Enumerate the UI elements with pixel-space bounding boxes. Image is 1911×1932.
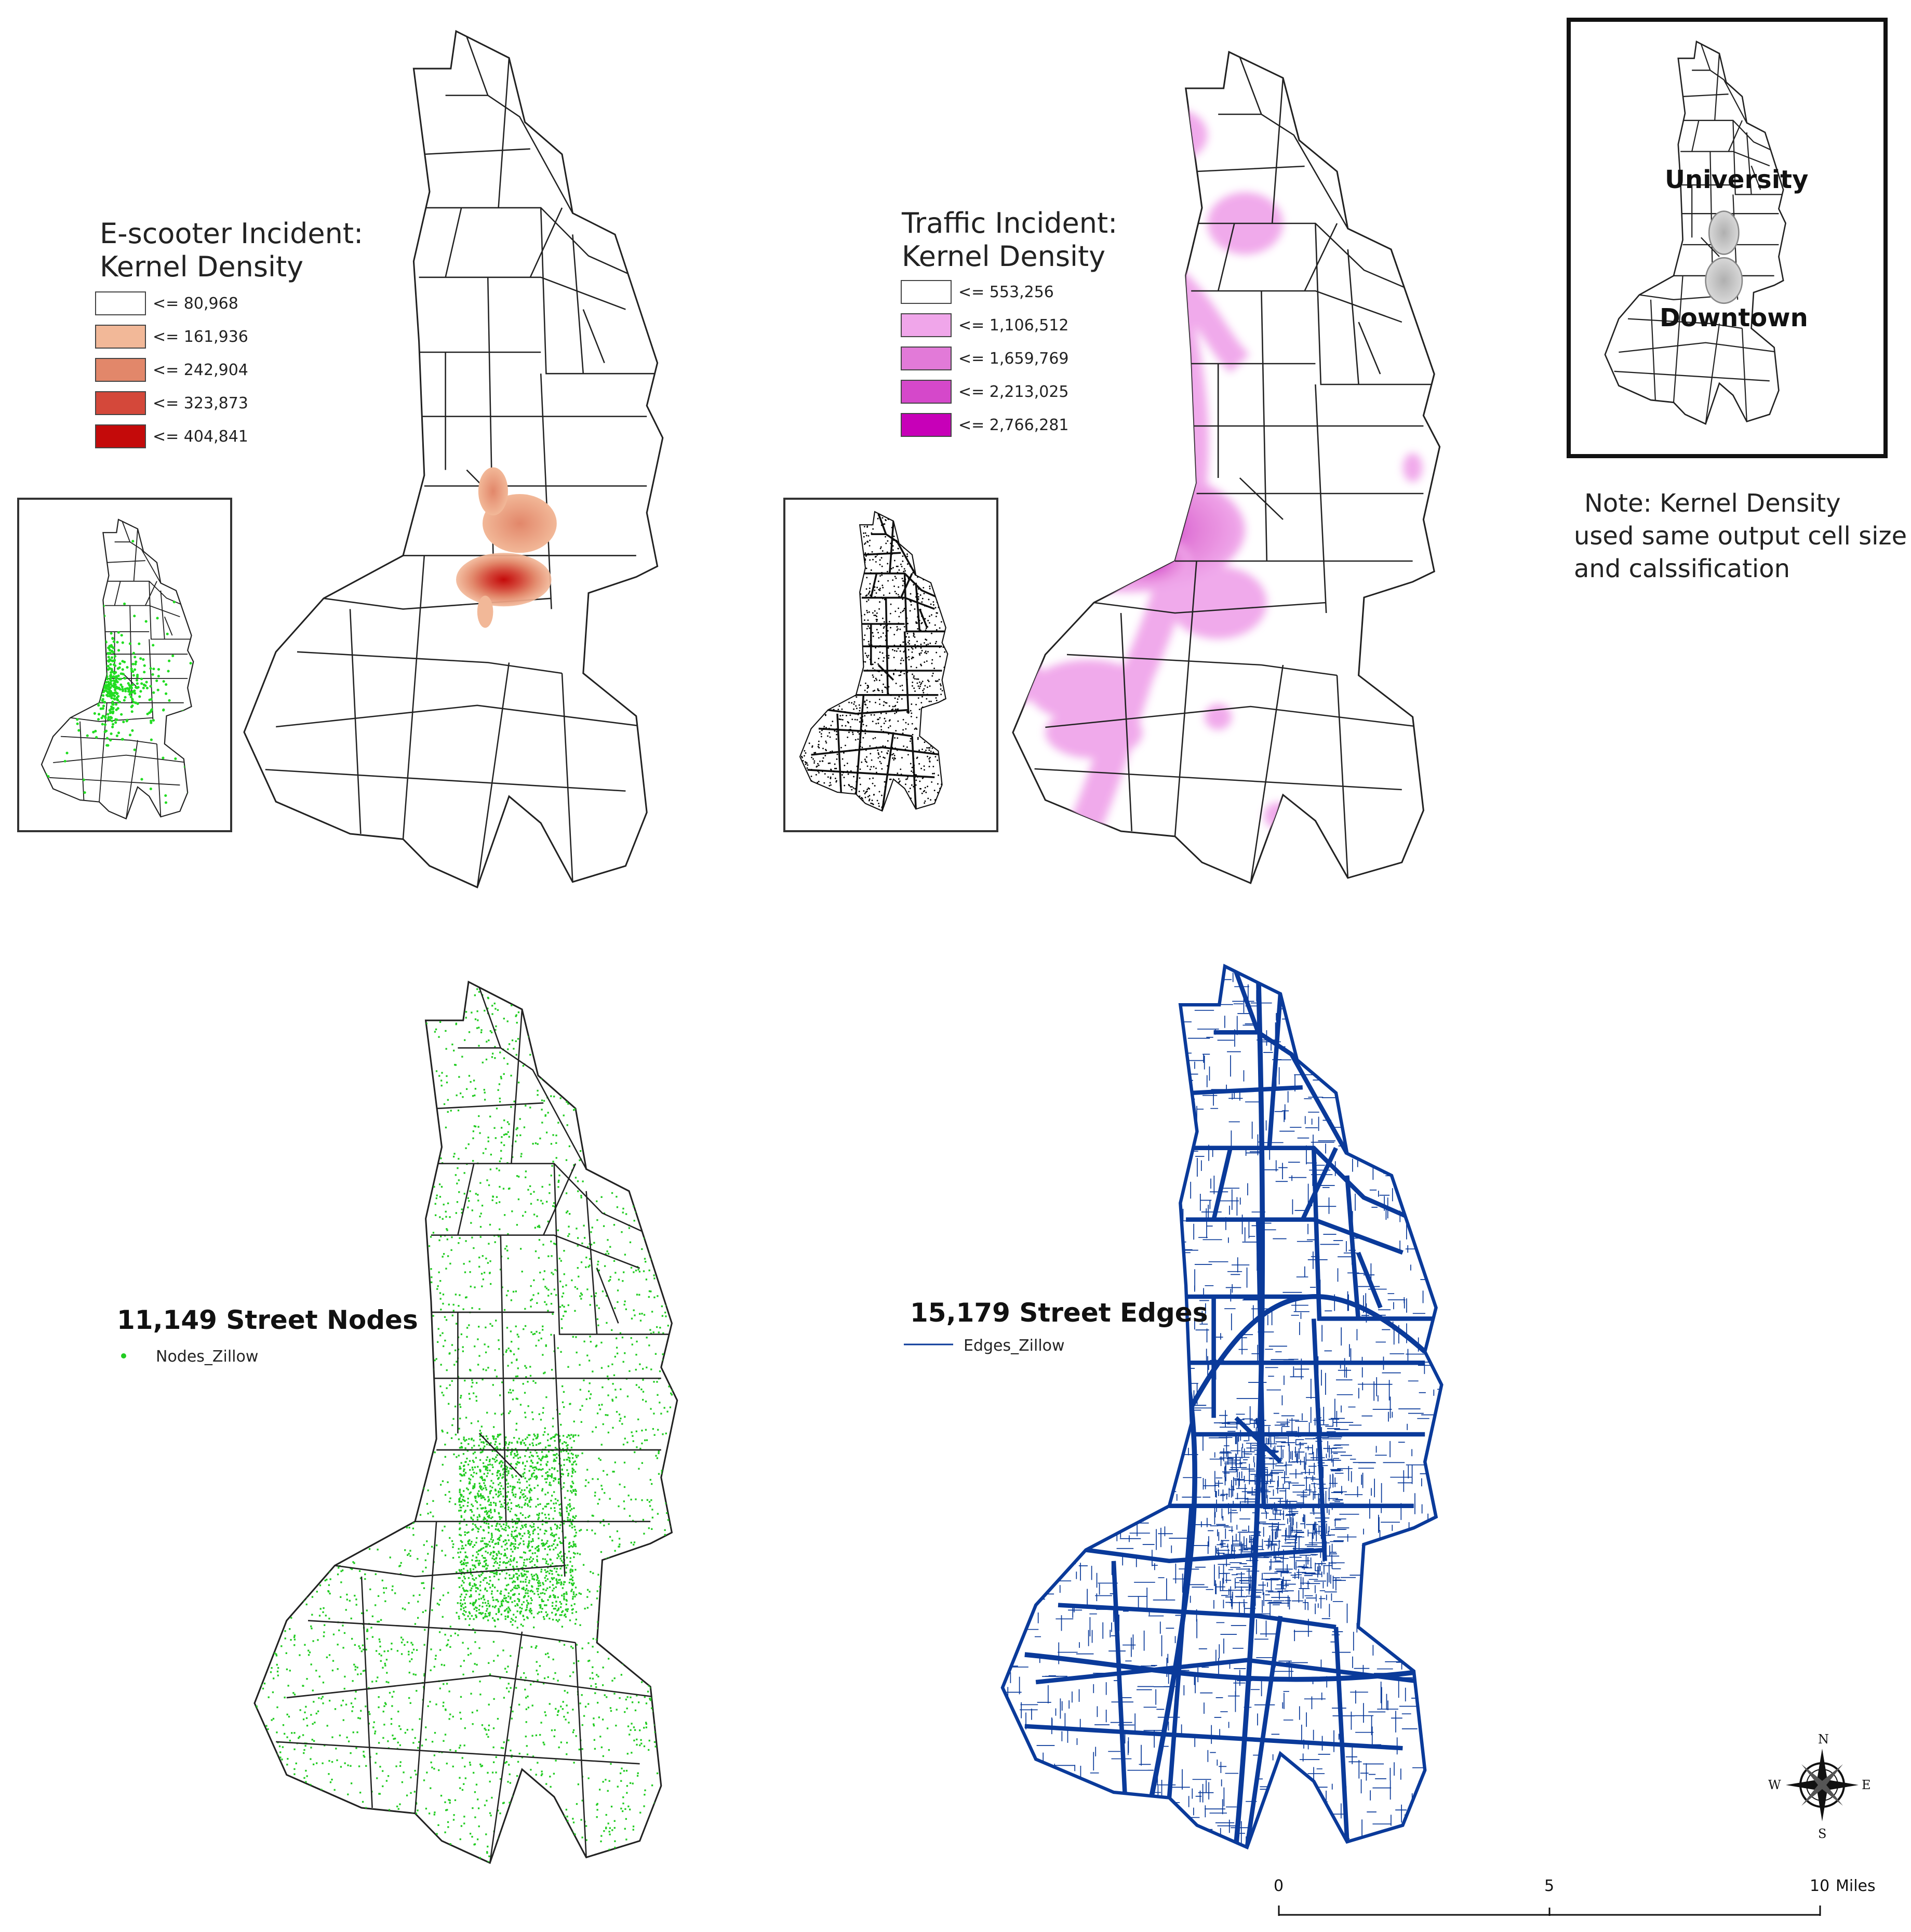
escooter-title-line2: Kernel Density bbox=[100, 250, 303, 283]
edges-title: 15,179 Street Edges bbox=[910, 1298, 1208, 1328]
note-block: Note: Kernel Density used same output ce… bbox=[1574, 489, 1907, 583]
university-label: University bbox=[1665, 165, 1808, 194]
traffic-legend-swatch-2 bbox=[901, 347, 952, 370]
escooter-legend: E-scooter Incident: Kernel Density <= 80… bbox=[95, 217, 363, 448]
traffic-title-line1: Traffic Incident: bbox=[901, 207, 1117, 239]
traffic-legend-label-3: <= 2,213,025 bbox=[958, 383, 1069, 401]
note-line2: used same output cell size bbox=[1574, 522, 1907, 551]
scale-units: Miles bbox=[1836, 1877, 1876, 1895]
nodes-legend-label: Nodes_Zillow bbox=[156, 1348, 258, 1366]
traffic-legend-label-1: <= 1,106,512 bbox=[958, 316, 1069, 335]
nodes-title: 11,149 Street Nodes bbox=[117, 1305, 418, 1335]
traffic-density-map bbox=[1012, 51, 1441, 884]
street-nodes-map bbox=[253, 981, 678, 1864]
traffic-legend-label-0: <= 553,256 bbox=[958, 283, 1054, 301]
escooter-legend-swatch-1 bbox=[95, 325, 146, 349]
traffic-legend-label-2: <= 1,659,769 bbox=[958, 350, 1069, 368]
edges-legend: 15,179 Street Edges Edges_Zillow bbox=[904, 1298, 1208, 1355]
escooter-legend-label-2: <= 242,904 bbox=[153, 361, 248, 379]
traffic-legend-swatch-1 bbox=[901, 313, 952, 337]
traffic-legend-swatch-4 bbox=[901, 413, 952, 437]
escooter-legend-label-4: <= 404,841 bbox=[153, 428, 248, 446]
escooter-legend-label-3: <= 323,873 bbox=[153, 394, 248, 412]
traffic-points-inset bbox=[783, 498, 998, 832]
compass-w: W bbox=[1768, 1778, 1781, 1792]
escooter-legend-swatch-0 bbox=[95, 291, 146, 315]
escooter-legend-swatch-3 bbox=[95, 391, 146, 415]
note-line1: Note: Kernel Density bbox=[1584, 489, 1841, 518]
escooter-hotspots bbox=[456, 467, 557, 628]
nodes-legend-symbol bbox=[121, 1353, 126, 1358]
street-edges-map bbox=[1003, 966, 1466, 1860]
scale-tick-10: 10 bbox=[1810, 1877, 1829, 1895]
escooter-density-map bbox=[243, 30, 664, 888]
traffic-title-line2: Kernel Density bbox=[902, 240, 1105, 273]
traffic-legend: Traffic Incident: Kernel Density <= 553,… bbox=[901, 207, 1117, 437]
locator-inset: University Downtown bbox=[1567, 18, 1888, 458]
edges-legend-label: Edges_Zillow bbox=[964, 1337, 1065, 1355]
note-line3: and calssification bbox=[1574, 554, 1790, 583]
traffic-legend-swatch-0 bbox=[901, 280, 952, 304]
escooter-legend-swatch-2 bbox=[95, 358, 146, 382]
escooter-legend-label-1: <= 161,936 bbox=[153, 328, 248, 346]
scale-tick-0: 0 bbox=[1274, 1877, 1284, 1895]
compass-e: E bbox=[1862, 1778, 1871, 1792]
downtown-label: Downtown bbox=[1660, 303, 1808, 332]
scale-bar: 0 5 10 Miles bbox=[1274, 1877, 1876, 1916]
escooter-legend-label-0: <= 80,968 bbox=[153, 295, 238, 313]
nodes-legend: 11,149 Street Nodes Nodes_Zillow bbox=[117, 1305, 418, 1366]
escooter-title-line1: E-scooter Incident: bbox=[100, 217, 363, 250]
compass-n: N bbox=[1818, 1732, 1829, 1747]
north-arrow-icon: N S E W bbox=[1768, 1732, 1871, 1841]
escooter-legend-swatch-4 bbox=[95, 424, 146, 448]
escooter-points-inset bbox=[17, 498, 232, 832]
traffic-legend-swatch-3 bbox=[901, 380, 952, 404]
traffic-legend-label-4: <= 2,766,281 bbox=[958, 416, 1069, 434]
compass-s: S bbox=[1818, 1827, 1826, 1841]
scale-tick-5: 5 bbox=[1544, 1877, 1554, 1895]
